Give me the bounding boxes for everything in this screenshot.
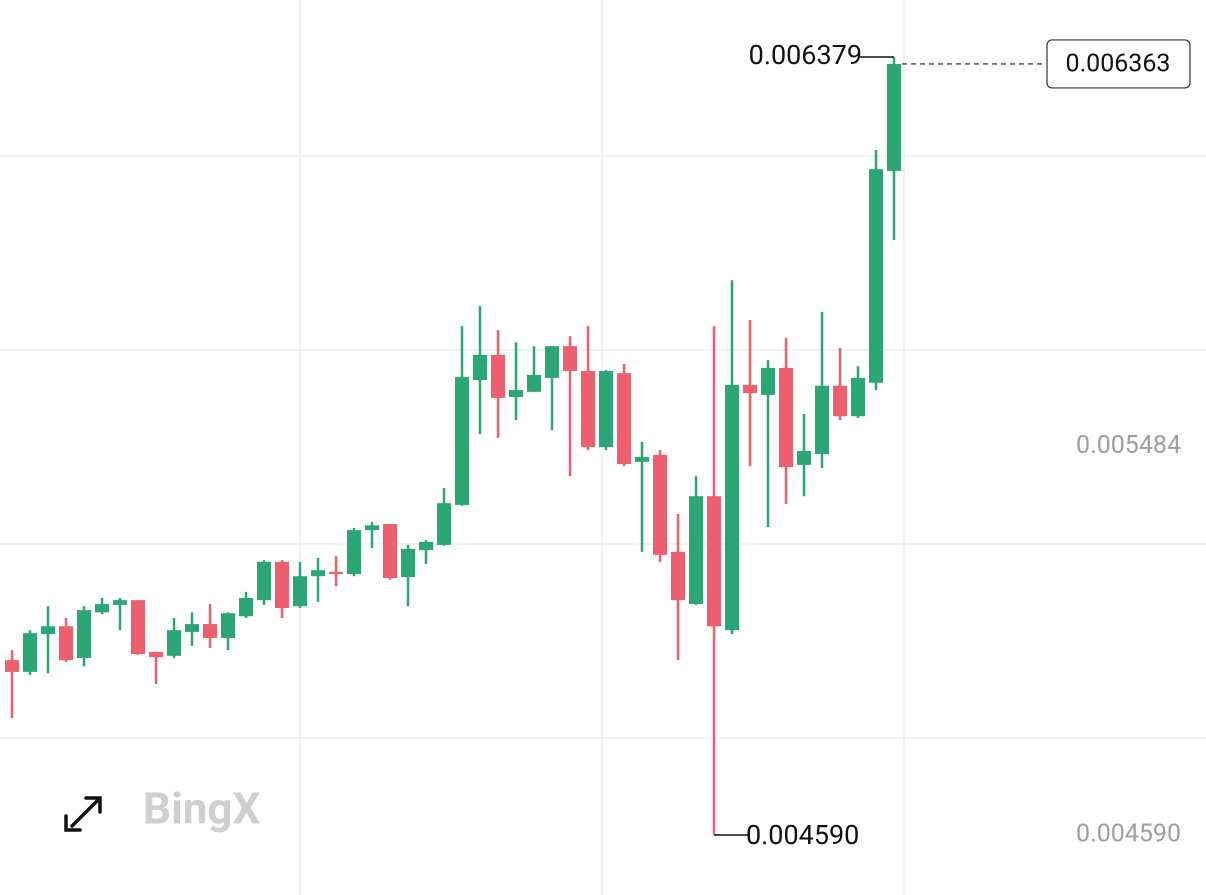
y-tick-label: 0.005484 [1076, 431, 1181, 460]
candle-body [869, 169, 883, 383]
candle-body [491, 354, 505, 398]
candle-body [527, 374, 541, 392]
candle-body [275, 561, 289, 608]
candle-body [347, 530, 361, 575]
candle-body [131, 600, 145, 655]
candle-body [383, 524, 397, 578]
y-tick-label: 0.004590 [1076, 820, 1181, 849]
candle-body [95, 604, 109, 613]
low-annotation: 0.004590 [746, 819, 859, 851]
candle-body [743, 384, 757, 394]
candle-body [401, 548, 415, 578]
candle-body [203, 624, 217, 638]
high-annotation: 0.006379 [749, 39, 862, 71]
candle-body [455, 377, 469, 505]
candle-body [221, 613, 235, 638]
candle-body [23, 633, 37, 672]
last-price-label: 0.006363 [1066, 50, 1171, 79]
candle-body [257, 561, 271, 601]
candle-body [239, 597, 253, 617]
candle-body [653, 454, 667, 555]
candle-body [671, 551, 685, 601]
candle-body [545, 346, 559, 378]
watermark: BingX [143, 783, 261, 835]
candle-body [851, 377, 865, 417]
candle-body [833, 385, 847, 417]
expand-arrow[interactable] [64, 796, 102, 832]
candle-body [365, 525, 379, 531]
candle-body [329, 571, 343, 575]
candle-body [113, 600, 127, 605]
candle-body [797, 450, 811, 465]
candle-body [707, 496, 721, 627]
candle-body [725, 384, 739, 631]
candle-body [617, 373, 631, 465]
candle-body [509, 390, 523, 398]
candle-body [689, 496, 703, 605]
candle-body [635, 457, 649, 462]
candle-body [581, 370, 595, 448]
candle-body [473, 354, 487, 381]
candle-body [815, 385, 829, 455]
candle-body [419, 541, 433, 551]
candle-body [599, 370, 613, 448]
candle-body [437, 503, 451, 545]
last-price-box [1046, 39, 1191, 89]
candle-body [563, 346, 577, 371]
candle-body [311, 570, 325, 577]
candle-body [761, 367, 775, 395]
candle-body [77, 610, 91, 658]
candle-body [149, 651, 163, 658]
candle-body [5, 660, 19, 672]
candle-body [185, 624, 199, 632]
candle-body [887, 63, 901, 171]
expand-icon[interactable] [64, 796, 102, 832]
candle-body [293, 576, 307, 607]
candle-body [59, 626, 73, 661]
candle-body [41, 626, 55, 635]
candle-body [779, 367, 793, 468]
candle-body [167, 630, 181, 656]
